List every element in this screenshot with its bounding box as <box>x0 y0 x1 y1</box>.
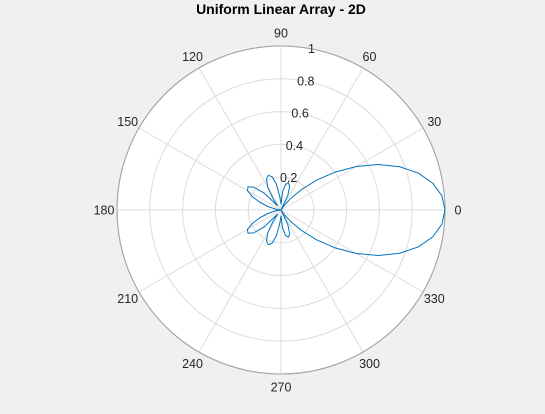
angular-tick-label: 330 <box>424 292 445 306</box>
angular-tick-labels: 0 30 60 90 120 150 180 210 240 270 300 330 <box>94 27 462 395</box>
series-line-0 <box>246 164 446 256</box>
angular-grid-spoke-1 <box>280 127 424 211</box>
angular-tick-label: 270 <box>271 381 292 395</box>
chart-title: Uniform Linear Array - 2D <box>196 1 366 17</box>
angular-tick-label: 180 <box>94 204 115 218</box>
angular-tick-label: 60 <box>363 50 377 64</box>
angular-grid-spoke-5 <box>138 127 282 211</box>
radial-tick-label: 0.2 <box>280 171 297 185</box>
radial-tick-labels: 0.2 0.4 0.6 0.8 1 <box>280 42 315 185</box>
angular-tick-label: 300 <box>359 357 380 371</box>
angular-tick-label: 210 <box>117 292 138 306</box>
series-layer <box>246 164 446 256</box>
radial-tick-label: 0.4 <box>286 139 303 153</box>
angular-tick-label: 0 <box>455 204 462 218</box>
radial-tick-label: 1 <box>308 42 315 56</box>
angular-grid-spoke-2 <box>280 67 364 211</box>
angular-tick-label: 150 <box>117 115 138 129</box>
angular-tick-label: 120 <box>182 50 203 64</box>
angular-grid-spoke-7 <box>138 209 282 293</box>
angular-tick-label: 30 <box>427 115 441 129</box>
radial-tick-label: 0.8 <box>297 74 314 88</box>
angular-grid-spoke-11 <box>280 209 424 293</box>
angular-tick-label: 90 <box>274 27 288 41</box>
angular-grid-spoke-10 <box>280 209 364 353</box>
radial-tick-label: 0.6 <box>291 107 308 121</box>
angular-tick-label: 240 <box>182 357 203 371</box>
